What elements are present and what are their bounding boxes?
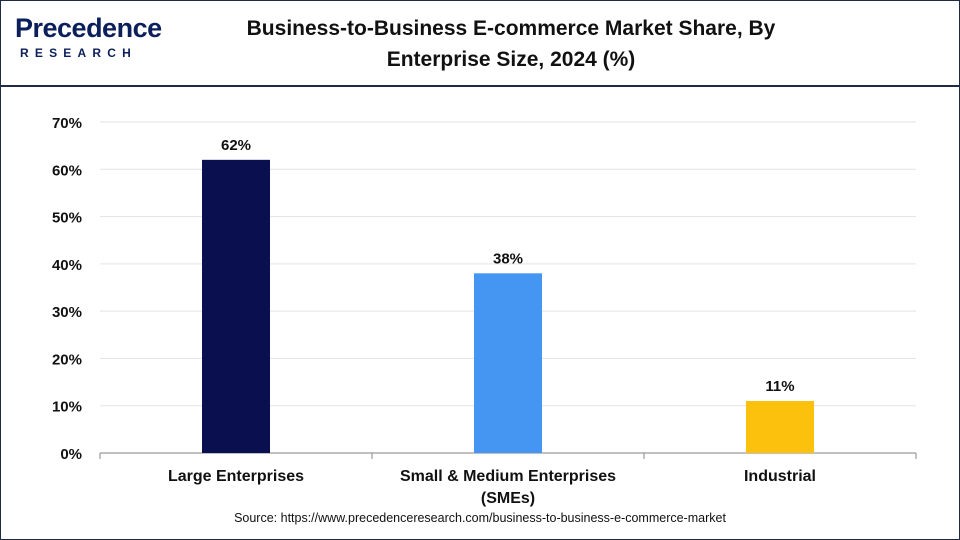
x-tick-label: Industrial <box>744 468 816 485</box>
bar <box>474 273 542 453</box>
chart-title-line-1: Business-to-Business E-commerce Market S… <box>246 17 776 40</box>
x-tick-label: (SMEs) <box>481 490 535 507</box>
bar <box>202 159 270 453</box>
chart-title: Business-to-Business E-commerce Market S… <box>201 13 821 75</box>
y-tick-label: 50% <box>52 210 82 227</box>
logo-main-text: Precedence <box>15 13 162 43</box>
y-tick-label: 30% <box>52 304 82 321</box>
data-label: 62% <box>221 137 251 154</box>
source-note: Source: https://www.precedenceresearch.c… <box>234 511 726 525</box>
data-label: 11% <box>765 378 794 395</box>
y-tick-label: 70% <box>52 115 82 132</box>
logo-sub-text: RESEARCH <box>20 46 137 60</box>
bar <box>746 400 814 453</box>
bar-chart: 0% 10% 20% 30% 40% 50% 60% 70% 62% Large Enterpri… <box>52 115 917 507</box>
y-tick-label: 20% <box>52 351 82 368</box>
y-tick-label: 0% <box>60 446 82 463</box>
x-tick-label: Large Enterprises <box>168 468 304 485</box>
brand-logo: Precedence RESEARCH <box>15 13 165 69</box>
y-tick-label: 40% <box>52 257 82 274</box>
x-tick-label: Small & Medium Enterprises <box>400 468 616 485</box>
data-label: 38% <box>493 250 523 267</box>
y-tick-label: 10% <box>52 399 82 416</box>
chart-title-line-2: Enterprise Size, 2024 (%) <box>386 48 636 71</box>
y-tick-label: 60% <box>52 162 82 179</box>
header: Precedence RESEARCH Business-to-Business… <box>1 1 959 87</box>
